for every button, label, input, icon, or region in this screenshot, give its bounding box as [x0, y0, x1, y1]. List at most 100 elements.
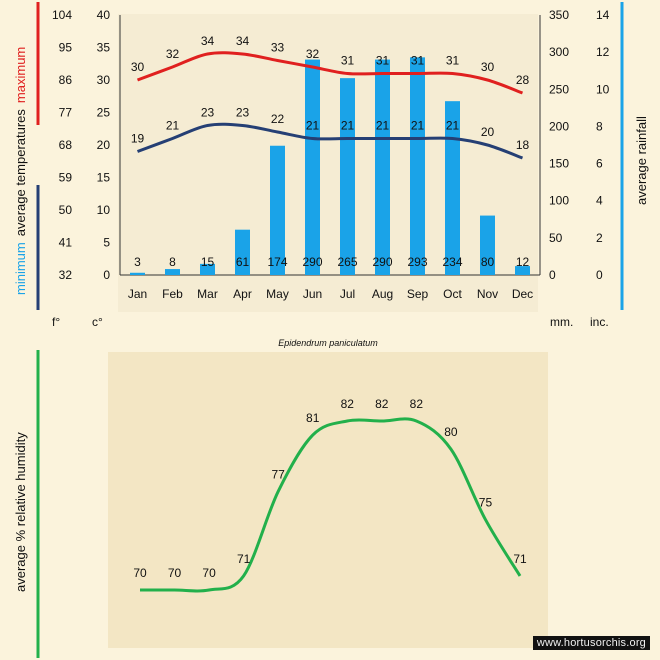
inc-tick-label: 6	[596, 157, 603, 171]
min-data-label: 19	[131, 132, 145, 146]
rainfall-data-label: 15	[201, 255, 215, 269]
humidity-data-label: 70	[168, 566, 182, 580]
rainfall-data-label: 80	[481, 255, 495, 269]
min-data-label: 21	[446, 119, 460, 133]
max-data-label: 34	[201, 34, 215, 48]
max-data-label: 32	[166, 47, 180, 61]
min-data-label: 23	[236, 106, 250, 120]
humidity-line	[140, 417, 522, 593]
max-data-label: 34	[236, 34, 250, 48]
month-tick-label: Oct	[443, 287, 462, 301]
c-tick-label: 40	[97, 8, 111, 22]
rainfall-bar	[515, 266, 530, 275]
mm-tick-label: 0	[549, 268, 556, 282]
rainfall-data-label: 290	[372, 255, 392, 269]
rainfall-data-label: 12	[516, 255, 530, 269]
rainfall-bar	[305, 59, 320, 276]
rainfall-data-label: 61	[236, 255, 250, 269]
mm-tick-label: 300	[549, 45, 569, 59]
label-average-temperatures: average temperatures	[13, 109, 28, 237]
unit-inc-label: inc.	[590, 315, 609, 329]
humidity-data-label: 82	[410, 397, 424, 411]
rainfall-axis-label: average rainfall	[634, 116, 649, 205]
inc-tick-label: 8	[596, 119, 603, 133]
humidity-data-label: 80	[444, 425, 458, 439]
inc-tick-label: 4	[596, 194, 603, 208]
rainfall-data-label: 293	[407, 255, 427, 269]
f-tick-label: 86	[59, 73, 73, 87]
month-tick-label: Mar	[197, 287, 218, 301]
min-data-label: 21	[376, 119, 390, 133]
c-tick-label: 25	[97, 106, 111, 120]
label-minimum: minimum	[13, 242, 28, 295]
rainfall-bars	[130, 57, 530, 276]
max-data-label: 30	[131, 60, 145, 74]
c-tick-label: 10	[97, 203, 111, 217]
humidity-axis-label: average % relative humidity	[13, 432, 28, 592]
month-tick-label: Dec	[512, 287, 533, 301]
f-tick-label: 95	[59, 41, 73, 55]
unit-f-label: f°	[52, 315, 60, 329]
month-tick-label: Sep	[407, 287, 429, 301]
unit-mm-label: mm.	[550, 315, 573, 329]
month-tick-label: Feb	[162, 287, 183, 301]
mm-tick-label: 350	[549, 8, 569, 22]
mm-tick-label: 100	[549, 194, 569, 208]
top-chart-panel	[118, 14, 538, 312]
c-tick-label: 0	[103, 268, 110, 282]
max-data-label: 31	[446, 54, 460, 68]
label-maximum: maximum	[13, 47, 28, 103]
month-tick-label: Jan	[128, 287, 147, 301]
month-tick-label: Apr	[233, 287, 252, 301]
axis-ticks: 0325411050155920682577308635954010405010…	[52, 8, 610, 301]
c-tick-label: 35	[97, 41, 111, 55]
humidity-data-label: 81	[306, 411, 320, 425]
rainfall-data-label: 3	[134, 255, 141, 269]
watermark: www.hortusorchis.org	[532, 636, 650, 650]
humidity-plot: 70 70 70 71 77 81 82 82 82 80 75 71	[133, 397, 527, 593]
month-tick-label: Aug	[372, 287, 393, 301]
humidity-data-label: 82	[341, 397, 355, 411]
rainfall-bar	[165, 269, 180, 275]
c-tick-label: 20	[97, 138, 111, 152]
rainfall-bar	[410, 57, 425, 275]
inc-tick-label: 14	[596, 8, 610, 22]
max-data-label: 33	[271, 41, 285, 55]
max-data-label: 28	[516, 73, 530, 87]
min-data-label: 21	[306, 119, 320, 133]
month-tick-label: Jun	[303, 287, 322, 301]
f-tick-label: 50	[59, 203, 73, 217]
min-data-label: 18	[516, 138, 530, 152]
inc-tick-label: 0	[596, 268, 603, 282]
humidity-data-label: 71	[513, 552, 527, 566]
min-data-label: 23	[201, 106, 215, 120]
mm-tick-label: 200	[549, 119, 569, 133]
humidity-data-label: 70	[133, 566, 147, 580]
min-data-label: 21	[166, 119, 180, 133]
min-data-label: 21	[341, 119, 355, 133]
humidity-data-label: 77	[272, 467, 286, 481]
rainfall-data-label: 174	[267, 255, 287, 269]
temperature-axis-label: minimum average temperatures maximum	[13, 47, 28, 295]
min-data-label: 21	[411, 119, 425, 133]
rainfall-bar	[445, 101, 460, 276]
min-data-label: 20	[481, 125, 495, 139]
rainfall-bar	[200, 263, 215, 275]
f-tick-label: 104	[52, 8, 72, 22]
max-data-label: 32	[306, 47, 320, 61]
rainfall-bar	[340, 78, 355, 276]
rainfall-bar	[130, 272, 145, 275]
humidity-data-label: 71	[237, 552, 251, 566]
mm-tick-label: 50	[549, 231, 563, 245]
humidity-data-label: 70	[202, 566, 216, 580]
rainfall-bar	[235, 229, 250, 275]
temperature-lines	[136, 51, 524, 160]
species-caption: Epidendrum paniculatum	[278, 338, 378, 348]
month-tick-label: Nov	[477, 287, 498, 301]
min-data-label: 22	[271, 112, 285, 126]
max-data-label: 31	[411, 54, 425, 68]
rainfall-bar	[480, 215, 495, 275]
humidity-data-label: 75	[479, 496, 493, 510]
max-data-label: 30	[481, 60, 495, 74]
